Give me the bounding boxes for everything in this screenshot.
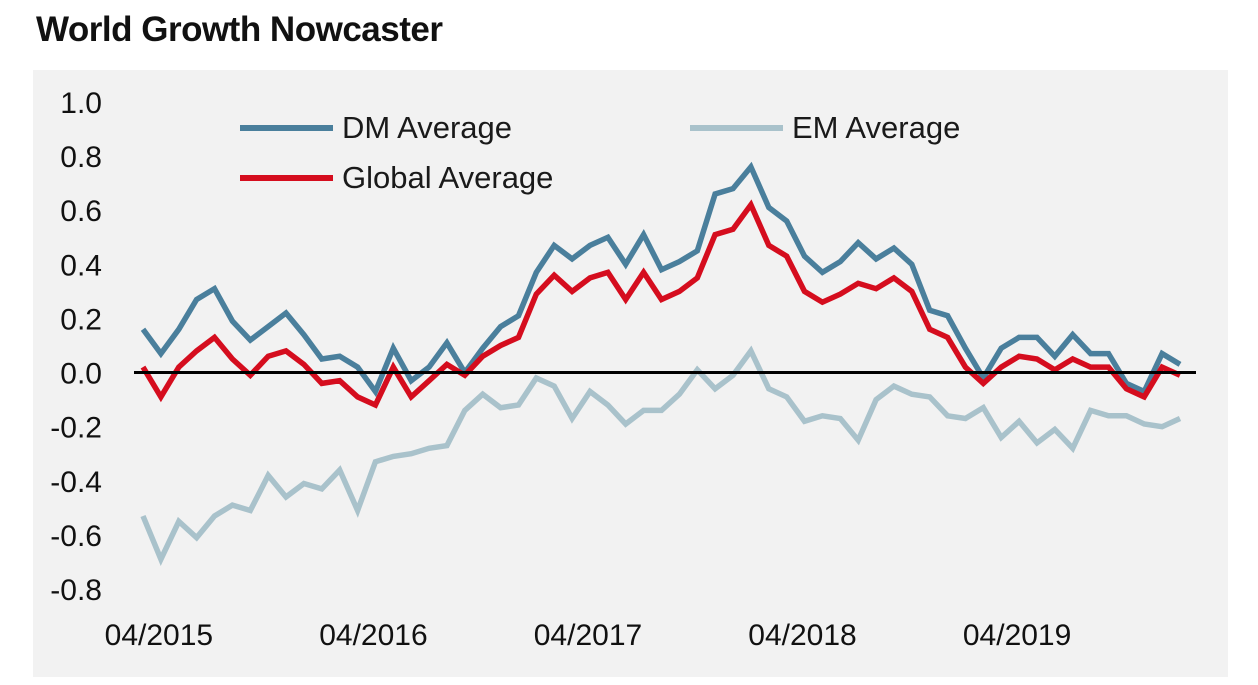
y-tick-label: 0.6 xyxy=(60,195,102,228)
legend-label-dm-average: DM Average xyxy=(342,110,512,145)
series-line-global-average xyxy=(140,199,1182,409)
y-tick-label: -0.4 xyxy=(50,466,102,499)
x-tick-label: 04/2018 xyxy=(748,619,856,652)
x-tick-label: 04/2019 xyxy=(963,619,1071,652)
x-tick-label: 04/2017 xyxy=(534,619,642,652)
series-line-dm-average xyxy=(140,161,1182,398)
x-tick-label: 04/2016 xyxy=(319,619,427,652)
y-tick-label: 0.8 xyxy=(60,141,102,174)
x-tick-label: 04/2015 xyxy=(105,619,213,652)
y-tick-label: 0.2 xyxy=(60,303,102,336)
y-tick-label: -0.6 xyxy=(50,520,102,553)
legend-label-global-average: Global Average xyxy=(342,160,553,195)
chart-title: World Growth Nowcaster xyxy=(36,10,443,49)
y-tick-label: -0.8 xyxy=(50,574,102,607)
y-tick-label: 0.4 xyxy=(60,249,102,282)
y-tick-label: -0.2 xyxy=(50,412,102,445)
legend-label-em-average: EM Average xyxy=(792,110,960,145)
series-line-em-average xyxy=(140,345,1182,566)
y-tick-label: 1.0 xyxy=(60,87,102,120)
y-tick-label: 0.0 xyxy=(60,358,102,391)
